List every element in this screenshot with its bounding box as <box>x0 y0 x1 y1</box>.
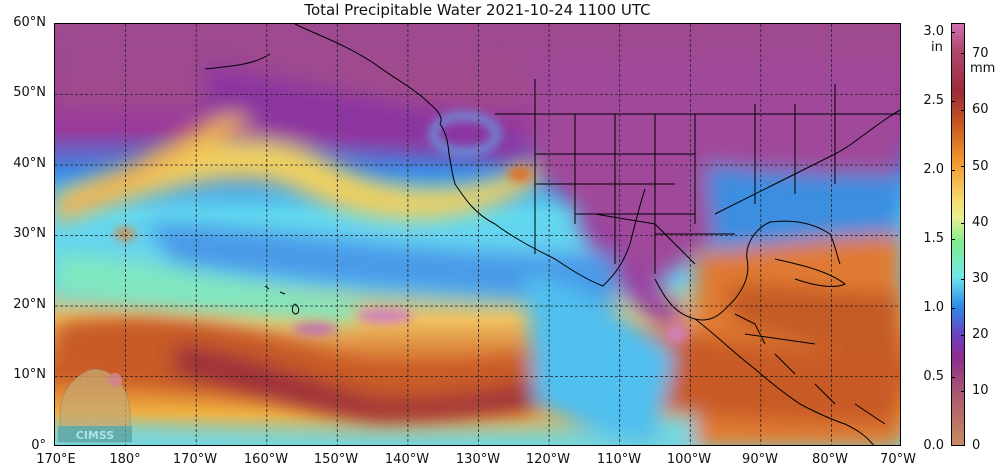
lon-label-120w: 120°W <box>525 452 571 467</box>
lon-label-110w: 110°W <box>596 452 642 467</box>
cb-label-mm-10: 10 <box>972 383 989 398</box>
lat-label-50n: 50°N <box>13 85 46 100</box>
cb-label-mm-60: 60 <box>972 102 989 117</box>
lat-label-30n: 30°N <box>13 226 46 241</box>
cb-label-in-0.5: 0.5 <box>923 369 944 384</box>
cimss-logo: CIMSS <box>58 368 132 443</box>
cb-tick-mm <box>961 279 965 280</box>
lat-label-0: 0° <box>31 438 46 453</box>
map-plot: CIMSS <box>54 23 901 446</box>
cb-tick-in <box>951 308 955 309</box>
lon-label-170w: 170°W <box>172 452 218 467</box>
lon-label-170e: 170°E <box>36 452 76 467</box>
lat-label-20n: 20°N <box>13 297 46 312</box>
cb-label-in-1.5: 1.5 <box>923 231 944 246</box>
lon-label-90w: 90°W <box>742 452 778 467</box>
cb-tick-in <box>951 101 955 102</box>
cb-unit-in: in <box>931 40 943 55</box>
lon-label-70w: 70°W <box>880 452 916 467</box>
cb-label-mm-70: 70 <box>972 46 989 61</box>
lat-label-60n: 60°N <box>13 15 46 30</box>
cb-tick-mm <box>961 335 965 336</box>
lon-label-160w: 160°W <box>243 452 289 467</box>
lon-label-180: 180° <box>109 452 141 467</box>
coastlines <box>204 24 900 445</box>
lon-label-130w: 130°W <box>455 452 501 467</box>
tpw-field: CIMSS <box>55 24 900 445</box>
cb-label-mm-20: 20 <box>972 327 989 342</box>
cb-label-in-0.0: 0.0 <box>923 438 944 453</box>
cb-label-in-3.0: 3.0 <box>923 24 944 39</box>
cb-tick-in <box>951 239 955 240</box>
lon-label-150w: 150°W <box>313 452 359 467</box>
cb-tick-in <box>951 377 955 378</box>
cb-label-mm-50: 50 <box>972 159 989 174</box>
cb-label-in-2.0: 2.0 <box>923 162 944 177</box>
lon-label-140w: 140°W <box>384 452 430 467</box>
chart-title: Total Precipitable Water 2021-10-24 1100… <box>304 1 651 19</box>
cb-tick-in <box>951 170 955 171</box>
cb-label-mm-30: 30 <box>972 271 989 286</box>
cb-unit-mm: mm <box>970 61 996 76</box>
cb-tick-mm <box>961 53 965 54</box>
lon-label-100w: 100°W <box>666 452 712 467</box>
cb-tick-mm <box>961 391 965 392</box>
cb-label-mm-0: 0 <box>972 438 981 453</box>
cb-tick-mm <box>961 223 965 224</box>
cb-label-in-1.0: 1.0 <box>923 300 944 315</box>
lat-label-10n: 10°N <box>13 367 46 382</box>
cb-tick-mm <box>961 166 965 167</box>
cb-label-mm-40: 40 <box>972 215 989 230</box>
lat-label-40n: 40°N <box>13 156 46 171</box>
colorbar <box>951 23 965 446</box>
graticule <box>55 24 900 445</box>
cb-label-in-2.5: 2.5 <box>923 93 944 108</box>
cb-tick-mm <box>961 110 965 111</box>
lon-label-80w: 80°W <box>812 452 848 467</box>
cb-tick-in <box>951 32 955 33</box>
logo-text: CIMSS <box>76 429 115 442</box>
